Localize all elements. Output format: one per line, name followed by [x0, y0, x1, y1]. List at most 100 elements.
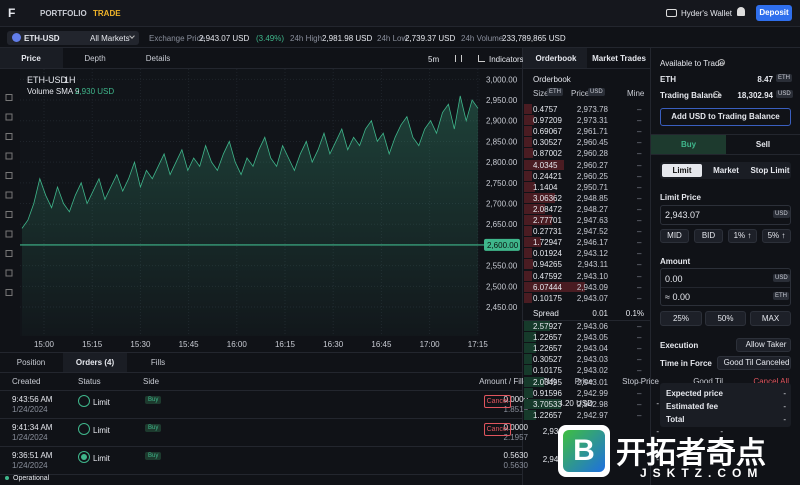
- order-type[interactable]: Limit: [662, 164, 702, 177]
- market-stat: 233,789,865 USD: [502, 34, 566, 43]
- divider: [523, 68, 650, 69]
- depth-bar: [524, 192, 555, 203]
- order-good-til: -: [720, 455, 723, 464]
- divider: [661, 287, 790, 288]
- add-usd-button[interactable]: Add USD to Trading Balance: [660, 108, 791, 126]
- amount-label: Amount: [660, 257, 691, 266]
- price-button[interactable]: 1% ↑: [728, 229, 757, 243]
- nav-link[interactable]: TRADE: [93, 9, 121, 18]
- book-mine: –: [637, 227, 642, 237]
- divider: [523, 320, 650, 321]
- depth-bar: [524, 203, 545, 214]
- market-stat: Exchange Price: [149, 34, 206, 43]
- book-size: 2.03495: [533, 377, 562, 387]
- chart-type-icon[interactable]: [455, 55, 462, 62]
- chart-tab[interactable]: Depth: [84, 54, 106, 63]
- book-price: 2,948.85: [576, 193, 608, 203]
- info-icon: [718, 59, 725, 66]
- unit-badge: ETH: [776, 74, 792, 82]
- indicator-icon[interactable]: [478, 55, 485, 62]
- orders-tab[interactable]: Fills: [150, 358, 166, 367]
- side-badge: Buy: [145, 396, 162, 404]
- book-size: 1.22657: [533, 410, 562, 420]
- summary-value: -: [783, 389, 786, 398]
- summary-value: -: [783, 402, 786, 411]
- order-filled: 2.1957: [503, 433, 528, 442]
- order-type[interactable]: Market: [713, 166, 739, 175]
- nav-link[interactable]: PORTFOLIO: [40, 9, 87, 18]
- depth-strip: [524, 248, 532, 259]
- orderbook-tab[interactable]: Orderbook: [535, 54, 577, 63]
- interval[interactable]: 5m: [428, 55, 440, 64]
- depth-bar: [524, 343, 537, 354]
- amount-button[interactable]: 25%: [660, 311, 702, 326]
- watermark-name: 开拓者奇点: [616, 437, 766, 470]
- execution-select[interactable]: Allow Taker: [736, 338, 791, 352]
- tif-select[interactable]: Good Til Canceled: [717, 356, 791, 370]
- price-button[interactable]: MID: [660, 229, 689, 243]
- chart-tab[interactable]: Details: [145, 54, 171, 63]
- eth-icon: [12, 33, 21, 42]
- cancel-button[interactable]: Cancel: [484, 423, 511, 436]
- wallet-name[interactable]: Hyder's Wallet: [681, 9, 733, 18]
- book-mine: –: [637, 282, 642, 292]
- orderbook-tab[interactable]: Market Trades: [592, 54, 646, 63]
- book-size: 0.87002: [533, 149, 562, 159]
- book-price: 2,943.03: [576, 355, 608, 365]
- price-button[interactable]: 5% ↑: [762, 229, 791, 243]
- divider: [522, 48, 523, 485]
- all-markets[interactable]: All Markets: [90, 34, 130, 43]
- side-badge: Buy: [145, 452, 162, 460]
- order-status: Limit: [93, 426, 110, 435]
- order-filled: 1.8519: [503, 405, 528, 414]
- divider: [0, 352, 522, 353]
- bell-icon[interactable]: [737, 7, 745, 16]
- deposit-button[interactable]: Deposit: [756, 5, 792, 21]
- status-icon: [78, 451, 90, 463]
- book-price: 2,943.05: [576, 333, 608, 343]
- y-tick-label: 2,750.00: [486, 179, 518, 188]
- toolbar-icon: [5, 289, 13, 296]
- book-size: 0.94265: [533, 260, 562, 270]
- orders-tab[interactable]: Position: [16, 358, 46, 367]
- logo[interactable]: F: [8, 6, 16, 20]
- indicators[interactable]: Indicators: [489, 55, 524, 64]
- market-selector[interactable]: [7, 31, 139, 45]
- orders-tab[interactable]: Orders (4): [75, 358, 115, 367]
- cancel-all[interactable]: Cancel All: [753, 377, 789, 386]
- toolbar-icon: [5, 94, 13, 101]
- divider: [0, 446, 522, 447]
- amount-button[interactable]: MAX: [750, 311, 791, 326]
- buy-tab[interactable]: Buy: [651, 135, 726, 154]
- cancel-button[interactable]: Cancel: [484, 395, 511, 408]
- column-header: Good Til: [693, 377, 723, 386]
- book-price: 2,942.97: [576, 410, 608, 420]
- legend-value: 2,930 USD: [75, 87, 115, 96]
- summary-box: [660, 383, 791, 427]
- unit-badge: ETH: [773, 292, 789, 300]
- book-size: 2.57927: [533, 322, 562, 331]
- limit-price-input[interactable]: [660, 205, 791, 225]
- divider: [0, 474, 522, 475]
- column-header: Amount / Filled (ETH): [479, 377, 556, 386]
- divider: [0, 418, 522, 419]
- price-button[interactable]: BID: [694, 229, 723, 243]
- unit-badge: USD: [773, 210, 790, 218]
- divider: [0, 372, 522, 373]
- depth-bar: [524, 181, 536, 192]
- book-price: 2,946.17: [576, 238, 608, 248]
- sell-tab[interactable]: Sell: [755, 140, 771, 149]
- order-type[interactable]: Stop Limit: [750, 166, 790, 175]
- amount-button[interactable]: 50%: [705, 311, 746, 326]
- amount-input[interactable]: [660, 268, 791, 306]
- depth-bar: [524, 270, 529, 281]
- y-tick-label: 2,950.00: [486, 96, 518, 105]
- x-tick-label: 16:00: [227, 340, 248, 349]
- chart-tab[interactable]: Price: [21, 54, 41, 63]
- execution-label: Execution: [660, 341, 699, 350]
- book-price: 2,960.28: [576, 149, 608, 159]
- x-tick-label: 16:45: [371, 340, 392, 349]
- book-mine: –: [637, 182, 642, 192]
- order-status: Limit: [93, 398, 110, 407]
- price-tag: [484, 238, 520, 251]
